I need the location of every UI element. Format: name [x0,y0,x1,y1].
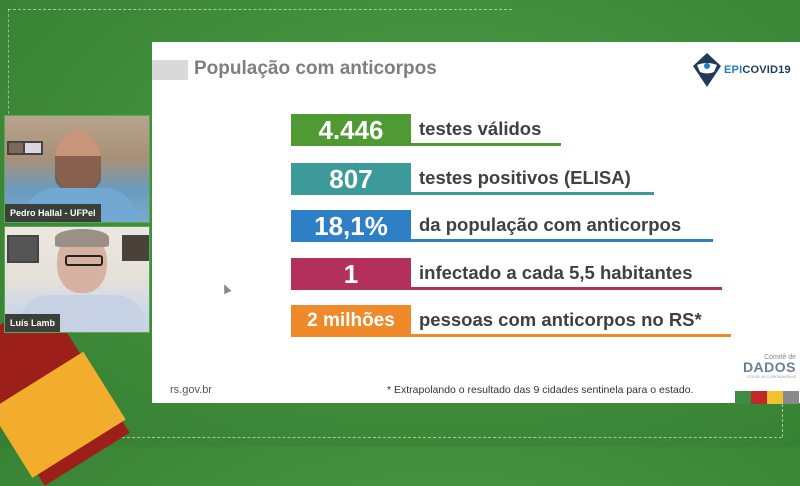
stat-label: pessoas com anticorpos no RS* [411,305,731,337]
stripe-green [735,391,751,404]
stripe-gray [783,391,799,404]
stat-label: da população com anticorpos [411,210,713,242]
frame-dashed-top [8,9,512,10]
stripe-yellow [767,391,783,404]
stat-value: 807 [291,163,411,195]
participant-hair [55,229,109,247]
wall-picture [23,141,43,155]
stat-value: 1 [291,258,411,290]
stat-row-positive-tests: 807 testes positivos (ELISA) [291,163,654,195]
participant-name-tag: Luís Lamb [5,314,61,332]
epicovid-wordmark: EPICOVID19 [724,64,791,76]
dados-logo-main: DADOS [742,359,796,375]
video-tile-participant-2[interactable]: Luís Lamb [4,226,150,333]
epicovid-logo: EPICOVID19 [692,52,791,88]
dados-logo-top: Comitê de [764,354,796,361]
video-tile-participant-1[interactable]: Pedro Hallal - UFPel [4,115,150,223]
stat-row-infected-ratio: 1 infectado a cada 5,5 habitantes [291,258,722,290]
footer-site: rs.gov.br [170,384,212,396]
participant-glasses [65,255,103,266]
comite-dados-logo: Comitê de DADOS COVID-19 CORONAVÍRUS [730,354,796,379]
wall-picture [7,235,39,263]
rs-flag-stripes [735,391,799,404]
participant-name-tag: Pedro Hallal - UFPel [5,204,101,222]
stat-row-population-pct: 18,1% da população com anticorpos [291,210,713,242]
participant-beard [55,156,101,192]
stat-value: 2 milhões [291,305,411,337]
stat-row-people-antibodies: 2 milhões pessoas com anticorpos no RS* [291,305,731,337]
stat-label: testes positivos (ELISA) [411,163,654,195]
stat-label: testes válidos [411,114,561,146]
presentation-slide: População com anticorpos EPICOVID19 4.44… [152,42,800,403]
wall-picture [122,235,149,261]
frame-dashed-left [8,9,9,119]
stat-value: 18,1% [291,210,411,242]
title-accent-bar [152,60,188,80]
footnote: * Extrapolando o resultado das 9 cidades… [387,384,694,396]
stripe-red [751,391,767,404]
stat-value: 4.446 [291,114,411,146]
stat-label: infectado a cada 5,5 habitantes [411,258,722,290]
epicovid-shield-icon [693,53,721,87]
slide-title: População com anticorpos [194,58,437,79]
frame-dashed-bottom [82,437,782,438]
dados-logo-sub: COVID-19 CORONAVÍRUS [746,374,796,379]
frame-dashed-right [782,404,783,437]
stat-row-valid-tests: 4.446 testes válidos [291,114,561,146]
